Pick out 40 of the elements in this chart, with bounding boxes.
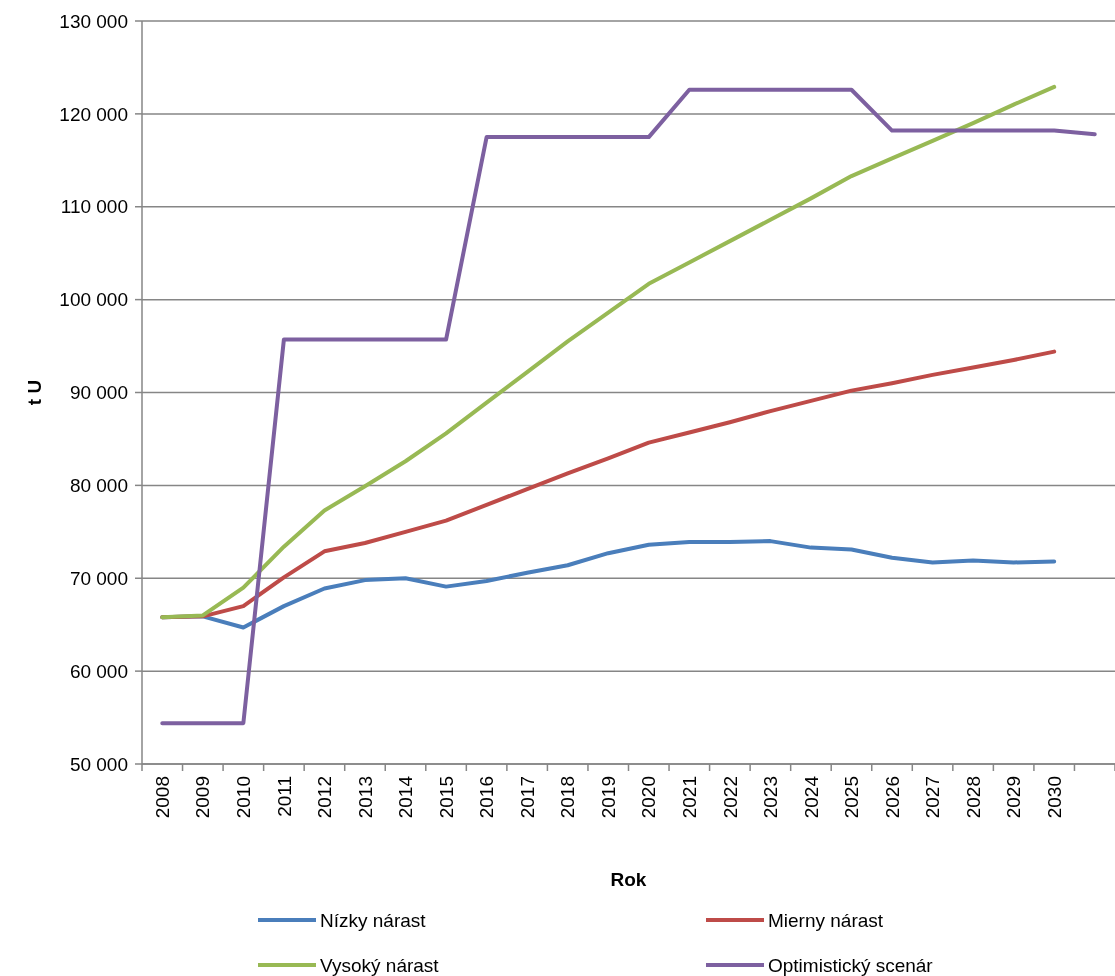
x-tick-label: 2026: [881, 776, 903, 819]
y-axis-title: t U: [23, 379, 45, 406]
legend-label: Vysoký nárast: [320, 954, 440, 976]
x-tick-label: 2010: [233, 776, 254, 819]
y-tick-label: 130 000: [59, 10, 128, 32]
x-tick-label: 2028: [962, 776, 984, 819]
legend-label: Mierny nárast: [768, 909, 884, 931]
x-tick-label: 2013: [354, 776, 376, 819]
x-tick-label: 2014: [395, 775, 417, 819]
legend-label: Optimistický scenár: [768, 954, 934, 976]
x-tick-label: 2024: [800, 775, 822, 819]
x-tick-label: 2027: [922, 776, 944, 819]
y-tick-label: 60 000: [69, 660, 128, 682]
x-tick-label: 2021: [678, 776, 700, 819]
y-tick-label: 80 000: [69, 475, 128, 497]
y-tick-label: 120 000: [59, 103, 128, 125]
y-tick-label: 70 000: [69, 567, 128, 589]
x-tick-label: 2022: [719, 776, 741, 819]
x-tick-label: 2012: [314, 776, 336, 819]
x-tick-label: 2029: [1003, 776, 1025, 819]
x-tick-label: 2025: [841, 776, 863, 819]
x-tick-label: 2023: [760, 776, 782, 819]
x-tick-label: 2018: [557, 776, 579, 819]
y-tick-label: 100 000: [59, 289, 128, 311]
legend-label: Nízky nárast: [320, 909, 427, 931]
x-tick-label: 2009: [192, 776, 214, 819]
x-tick-label: 2008: [151, 776, 173, 819]
x-tick-label: 2011: [273, 776, 295, 817]
x-tick-label: 2030: [1043, 776, 1065, 819]
x-tick-label: 2019: [597, 776, 619, 819]
x-tick-label: 2017: [516, 776, 538, 819]
x-axis-title: Rok: [610, 869, 647, 890]
line-series: [160, 87, 1097, 726]
y-tick-label: 90 000: [69, 382, 128, 404]
y-tick-label: 50 000: [69, 753, 128, 775]
x-tick-label: 2020: [638, 776, 660, 819]
line-series: [160, 84, 1057, 620]
y-tick-label: 110 000: [60, 196, 128, 218]
x-tick-label: 2015: [435, 776, 457, 819]
x-tick-label: 2016: [476, 776, 498, 819]
